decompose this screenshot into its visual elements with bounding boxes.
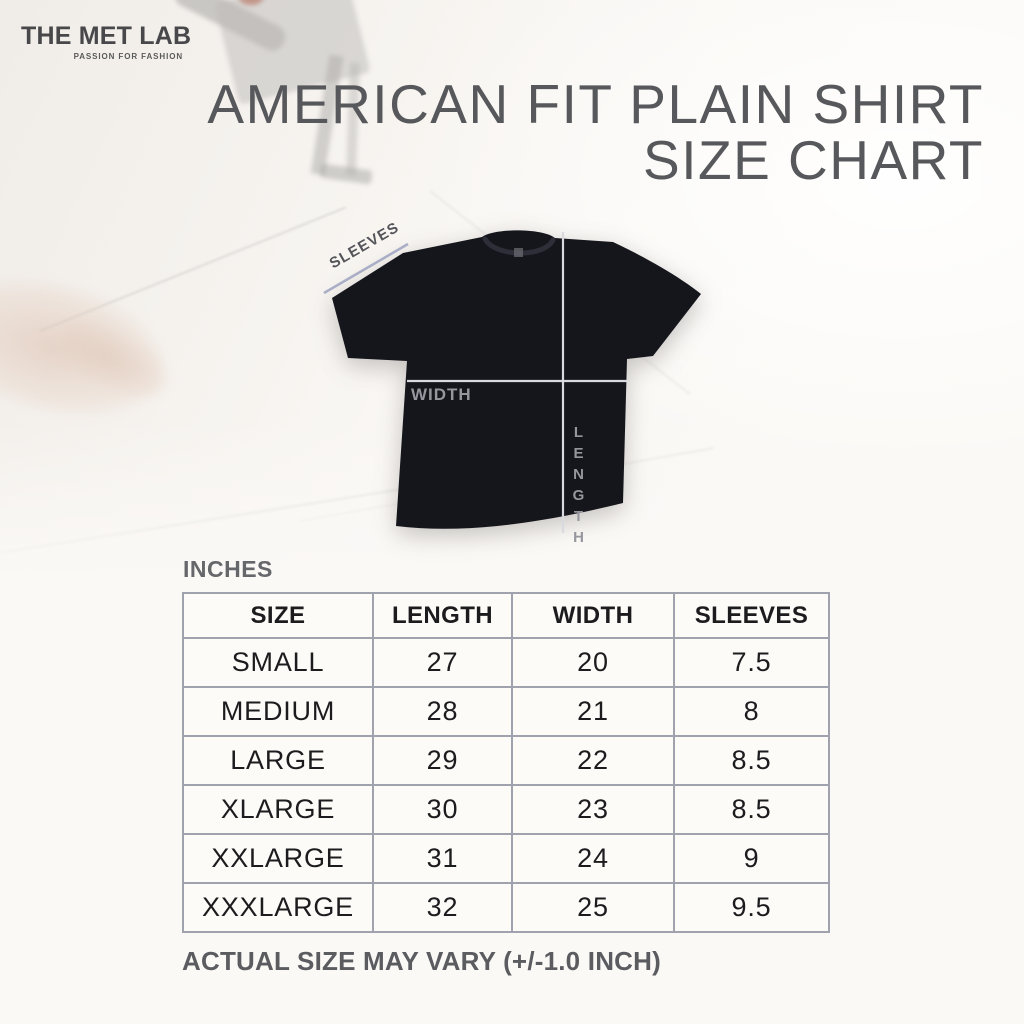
table-cell: XXLARGE (182, 833, 374, 884)
length-label: LENGTH (570, 424, 587, 550)
table-row: XLARGE 30 23 8.5 (182, 784, 830, 835)
table-row: XXLARGE 31 24 9 (182, 833, 830, 884)
header-length: LENGTH (372, 592, 513, 639)
table-cell: 29 (372, 735, 513, 786)
sleeve-measure-line (323, 242, 409, 295)
width-label: WIDTH (411, 385, 472, 404)
table-cell: 9 (673, 833, 830, 884)
table-row: LARGE 29 22 8.5 (182, 735, 830, 786)
units-label: INCHES (183, 556, 273, 582)
header-size: SIZE (182, 592, 374, 639)
table-row: SMALL 27 20 7.5 (182, 637, 830, 688)
hand-photo (0, 260, 183, 440)
table-cell: 8 (673, 686, 830, 737)
brand-name: THE MET LAB (21, 22, 192, 50)
table-cell: 20 (511, 637, 675, 688)
header-row: SIZE LENGTH WIDTH SLEEVES (182, 592, 830, 639)
table-row: XXXLARGE 32 25 9.5 (182, 882, 830, 933)
table-cell: 32 (372, 882, 513, 933)
shirt-illustration (323, 230, 701, 533)
table-cell: 9.5 (673, 882, 830, 933)
header-sleeves: SLEEVES (673, 592, 830, 639)
table-cell: 23 (511, 784, 675, 835)
table-row: MEDIUM 28 21 8 (182, 686, 830, 737)
neck-tag (514, 248, 523, 257)
table-cell: MEDIUM (182, 686, 374, 737)
table-cell: 21 (511, 686, 675, 737)
hand-photo (47, 305, 183, 415)
table-cell: XLARGE (182, 784, 374, 835)
footnote: ACTUAL SIZE MAY VARY (+/-1.0 INCH) (182, 946, 661, 976)
size-table: SIZE LENGTH WIDTH SLEEVES SMALL 27 20 7.5 ME… (182, 592, 830, 933)
header-width: WIDTH (511, 592, 675, 639)
table-cell: SMALL (182, 637, 374, 688)
shirt-measurement-diagram: SLEEVES WIDTH LENGTH (310, 195, 720, 555)
shirt-body (332, 230, 701, 529)
page-title-line2: SIZE CHART (643, 129, 984, 192)
table-cell: LARGE (182, 735, 374, 786)
page-title: AMERICAN FIT PLAIN SHIRT SIZE CHART (207, 76, 984, 188)
table-cell: 24 (511, 833, 675, 884)
page-title-line1: AMERICAN FIT PLAIN SHIRT (207, 73, 984, 135)
fabric-crease (39, 206, 347, 332)
table-cell: 28 (372, 686, 513, 737)
table-cell: 22 (511, 735, 675, 786)
size-table-header: SIZE LENGTH WIDTH SLEEVES (182, 592, 830, 639)
brand-logo: THE MET LAB PASSION FOR FASHION (21, 22, 192, 61)
table-cell: 7.5 (673, 637, 830, 688)
table-cell: 25 (511, 882, 675, 933)
size-table-body: SMALL 27 20 7.5 MEDIUM 28 21 8 LARGE 29 22 8.5 XLARG… (182, 637, 830, 933)
table-cell: 27 (372, 637, 513, 688)
table-cell: XXXLARGE (182, 882, 374, 933)
table-cell: 8.5 (673, 784, 830, 835)
brand-tagline: PASSION FOR FASHION (73, 52, 183, 61)
table-cell: 31 (372, 833, 513, 884)
thread-spool (238, 0, 264, 5)
table-cell: 8.5 (673, 735, 830, 786)
table-cell: 30 (372, 784, 513, 835)
